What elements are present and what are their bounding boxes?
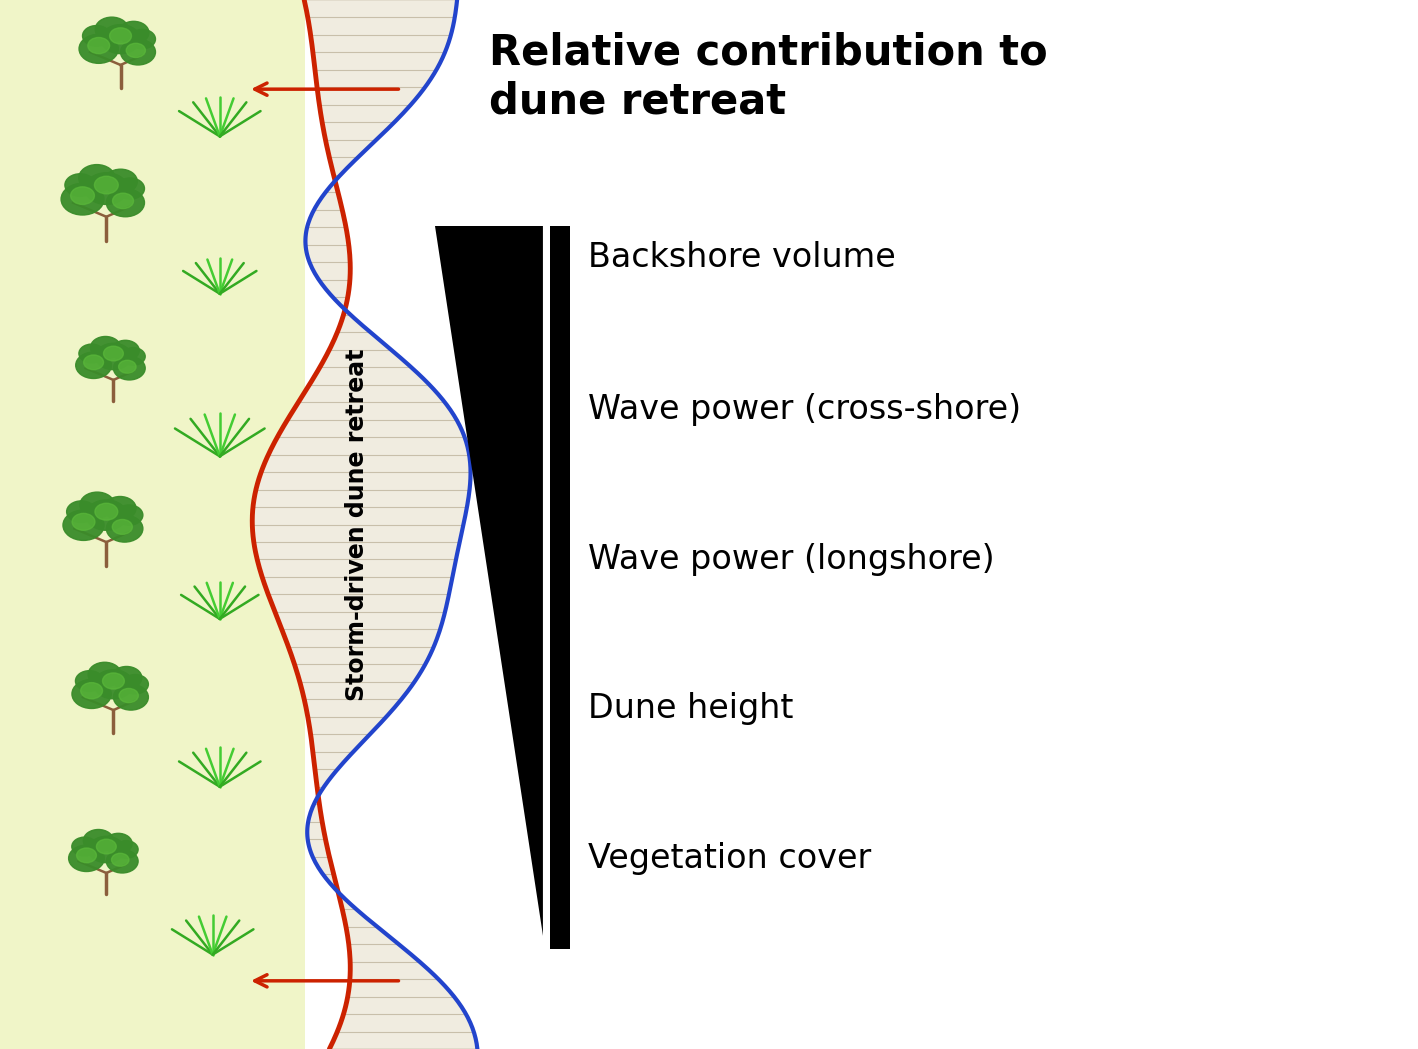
- Text: Dune height: Dune height: [588, 691, 794, 725]
- Circle shape: [102, 673, 125, 689]
- Polygon shape: [252, 0, 478, 1049]
- Circle shape: [106, 515, 143, 542]
- Circle shape: [65, 174, 95, 196]
- Circle shape: [88, 836, 125, 862]
- Circle shape: [116, 178, 145, 199]
- Circle shape: [113, 684, 149, 710]
- Circle shape: [126, 43, 146, 58]
- Circle shape: [82, 25, 111, 46]
- Circle shape: [71, 187, 95, 205]
- Circle shape: [72, 837, 98, 856]
- Circle shape: [85, 173, 128, 205]
- Circle shape: [109, 27, 132, 44]
- Polygon shape: [0, 0, 305, 1049]
- Text: Relative contribution to
dune retreat: Relative contribution to dune retreat: [489, 31, 1048, 122]
- Text: Vegetation cover: Vegetation cover: [588, 841, 872, 875]
- Circle shape: [75, 352, 112, 379]
- PathPatch shape: [252, 0, 478, 1049]
- Circle shape: [115, 840, 138, 858]
- Circle shape: [122, 675, 149, 694]
- Circle shape: [101, 24, 140, 53]
- Circle shape: [106, 850, 138, 873]
- Circle shape: [112, 340, 139, 361]
- Text: Wave power (cross-shore): Wave power (cross-shore): [588, 392, 1021, 426]
- Circle shape: [91, 337, 121, 359]
- Circle shape: [68, 845, 105, 872]
- Circle shape: [115, 505, 143, 526]
- Polygon shape: [435, 226, 545, 949]
- Circle shape: [79, 344, 105, 363]
- Circle shape: [88, 662, 122, 687]
- Circle shape: [95, 343, 132, 369]
- Circle shape: [67, 500, 96, 522]
- Text: Wave power (longshore): Wave power (longshore): [588, 542, 995, 576]
- Circle shape: [84, 830, 113, 852]
- Circle shape: [61, 184, 104, 215]
- Circle shape: [86, 500, 126, 531]
- Circle shape: [106, 189, 145, 217]
- Circle shape: [119, 360, 136, 373]
- Circle shape: [72, 680, 111, 708]
- Circle shape: [62, 510, 104, 540]
- Circle shape: [104, 496, 136, 520]
- Circle shape: [112, 193, 133, 209]
- Circle shape: [111, 666, 142, 689]
- Circle shape: [75, 670, 104, 691]
- Circle shape: [84, 355, 104, 369]
- Circle shape: [119, 688, 139, 703]
- Circle shape: [79, 165, 115, 191]
- Circle shape: [88, 38, 109, 53]
- Circle shape: [122, 347, 145, 365]
- Circle shape: [95, 504, 118, 520]
- Circle shape: [105, 833, 132, 854]
- Circle shape: [112, 519, 132, 534]
- Circle shape: [104, 346, 123, 361]
- Circle shape: [77, 848, 96, 862]
- Circle shape: [79, 492, 115, 518]
- Circle shape: [121, 39, 156, 65]
- Circle shape: [81, 683, 102, 699]
- Circle shape: [113, 357, 145, 380]
- Circle shape: [95, 176, 118, 194]
- Text: Storm-driven dune retreat: Storm-driven dune retreat: [346, 348, 369, 701]
- Circle shape: [129, 29, 156, 49]
- Circle shape: [96, 839, 116, 854]
- Circle shape: [104, 169, 138, 194]
- Circle shape: [94, 669, 133, 699]
- Circle shape: [72, 513, 95, 531]
- Circle shape: [118, 21, 149, 44]
- Text: Backshore volume: Backshore volume: [588, 240, 896, 274]
- Circle shape: [79, 35, 118, 63]
- Circle shape: [95, 17, 129, 42]
- Bar: [550, 226, 570, 949]
- Circle shape: [112, 853, 129, 866]
